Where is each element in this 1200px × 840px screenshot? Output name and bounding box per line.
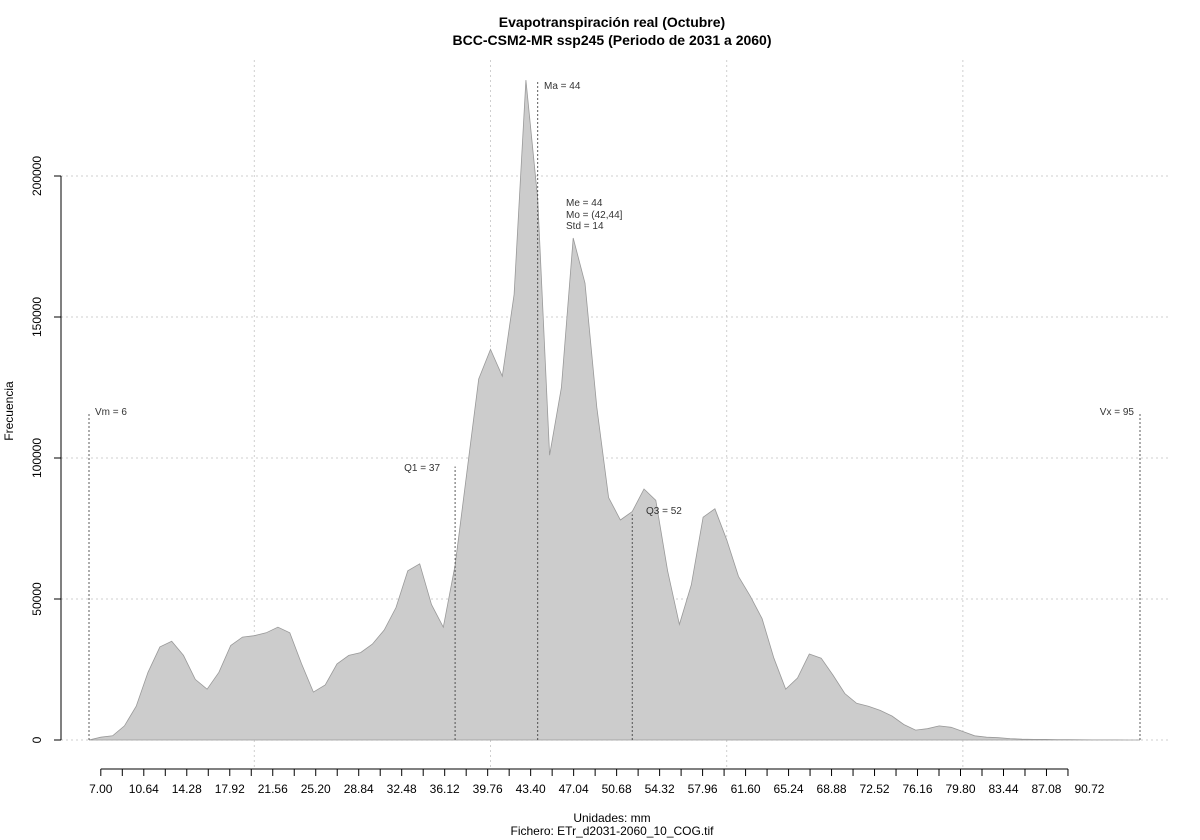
y-tick-label-0: 0: [30, 736, 44, 743]
x-tick-label-15: 61.60: [731, 782, 761, 796]
x-tick-label-21: 83.44: [988, 782, 1018, 796]
annotation-ma: Ma = 44: [544, 81, 581, 92]
frequency-area: [88, 80, 1140, 741]
x-tick-label-19: 76.16: [903, 782, 933, 796]
chart-title: Evapotranspiración real (Octubre): [499, 14, 725, 30]
x-tick-label-11: 47.04: [559, 782, 589, 796]
y-axis: 0 50000 100000 150000 200000: [30, 156, 62, 743]
annotation-me: Me = 44: [566, 198, 603, 209]
x-tick-label-9: 39.76: [473, 782, 503, 796]
x-tick-label-2: 14.28: [172, 782, 202, 796]
x-tick-label-6: 28.84: [344, 782, 374, 796]
x-tick-label-12: 50.68: [602, 782, 632, 796]
x-tick-label-13: 54.32: [645, 782, 675, 796]
annotation-mo: Mo = (42,44]: [566, 210, 623, 221]
chart-subtitle: BCC-CSM2-MR ssp245 (Periodo de 2031 a 20…: [453, 32, 772, 48]
y-tick-label-4: 200000: [30, 156, 44, 196]
x-tick-label-23: 90.72: [1074, 782, 1104, 796]
y-axis-label: Frecuencia: [2, 381, 16, 441]
x-axis-label: Unidades: mm: [573, 811, 650, 825]
x-tick-label-22: 87.08: [1031, 782, 1061, 796]
y-tick-label-1: 50000: [30, 582, 44, 616]
x-tick-label-14: 57.96: [688, 782, 718, 796]
x-tick-label-16: 65.24: [774, 782, 804, 796]
annotation-vm: Vm = 6: [95, 407, 127, 418]
x-tick-label-20: 79.80: [945, 782, 975, 796]
x-axis: 7.00 10.64 14.28 17.92 21.56 25.20 28.84 32.48 3…: [89, 768, 1105, 796]
x-tick-label-0: 7.00: [89, 782, 113, 796]
x-tick-label-18: 72.52: [860, 782, 890, 796]
x-tick-label-10: 43.40: [516, 782, 546, 796]
x-tick-label-5: 25.20: [301, 782, 331, 796]
x-tick-label-7: 32.48: [387, 782, 417, 796]
annotation-q1: Q1 = 37: [404, 463, 440, 474]
x-tick-label-1: 10.64: [129, 782, 159, 796]
x-tick-label-8: 36.12: [430, 782, 460, 796]
x-axis-caption: Fichero: ETr_d2031-2060_10_COG.tif: [511, 824, 715, 838]
annotation-std: Std = 14: [566, 221, 604, 232]
x-tick-label-4: 21.56: [258, 782, 288, 796]
y-tick-label-2: 100000: [30, 438, 44, 478]
reference-lines: [88, 80, 1141, 740]
annotation-vx: Vx = 95: [1100, 407, 1135, 418]
x-tick-label-17: 68.88: [817, 782, 847, 796]
annotation-q3: Q3 = 52: [646, 506, 682, 517]
y-tick-label-3: 150000: [30, 297, 44, 337]
x-tick-label-3: 17.92: [215, 782, 245, 796]
